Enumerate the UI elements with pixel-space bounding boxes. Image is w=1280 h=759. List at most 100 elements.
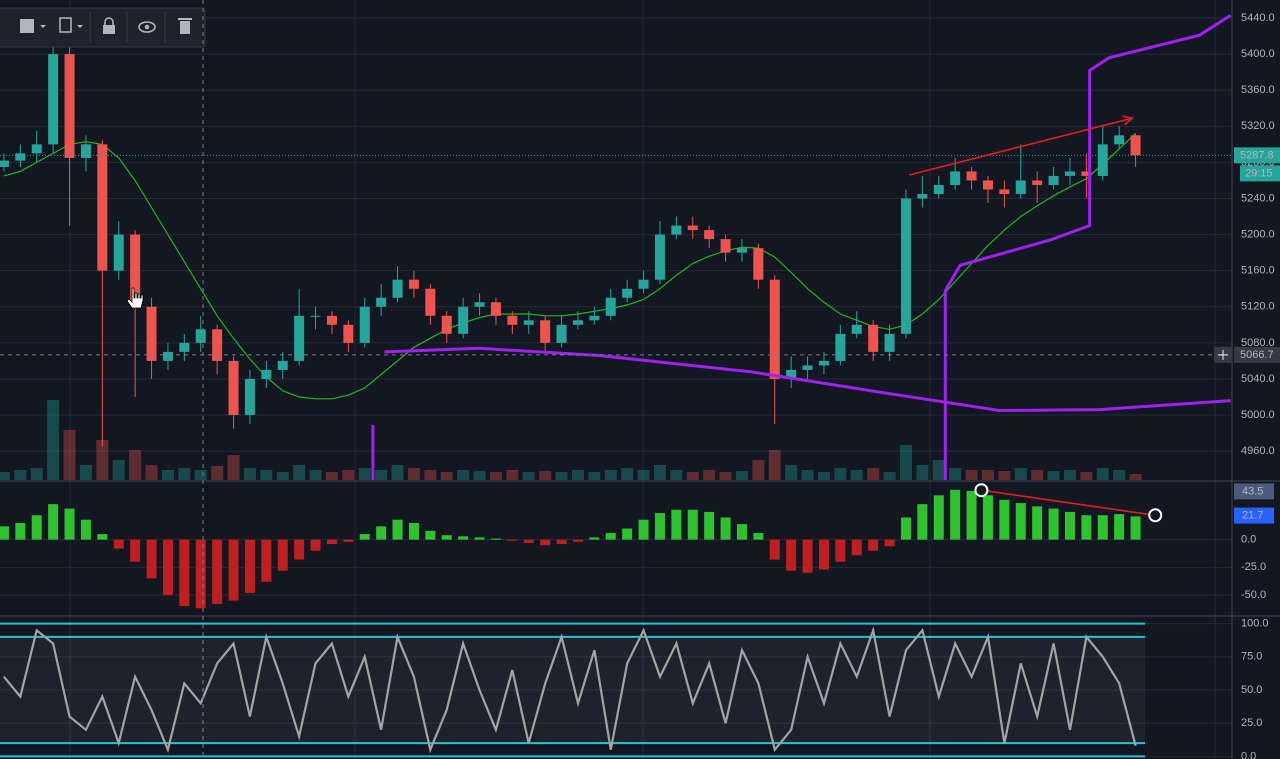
lock-icon[interactable]: [103, 25, 115, 34]
clone-icon[interactable]: [59, 17, 72, 33]
candle-body: [48, 54, 59, 145]
candle-body: [900, 198, 911, 334]
histogram-bar: [671, 509, 682, 540]
volume-bar: [539, 471, 552, 480]
candle-body: [835, 333, 846, 361]
line-handle: [974, 483, 989, 498]
candle-body: [556, 324, 567, 343]
volume-bar: [309, 470, 322, 480]
candle-body: [31, 144, 42, 154]
volume-bar: [1113, 470, 1126, 480]
histogram-bar: [359, 534, 370, 540]
histogram-bar: [1032, 506, 1043, 540]
candle-body: [474, 302, 485, 307]
dropdown[interactable]: [40, 25, 46, 28]
candle-body: [277, 360, 288, 370]
candle-body: [146, 306, 157, 361]
histogram-bar: [244, 539, 255, 593]
histogram-bar: [80, 519, 91, 540]
toolbar[interactable]: [0, 7, 206, 48]
line-handle: [1148, 508, 1163, 523]
volume-bar: [63, 430, 76, 480]
candle-body: [818, 360, 829, 366]
countdown-label: 29:15: [1245, 167, 1273, 179]
histogram-bar: [835, 539, 846, 562]
candle-body: [80, 144, 91, 158]
drawing-line: [384, 346, 1231, 413]
histogram-bar: [162, 539, 173, 596]
candle-body: [753, 248, 764, 280]
histogram-bar: [540, 539, 551, 546]
volume-bar: [161, 470, 174, 480]
histogram-bar: [556, 539, 567, 545]
volume-bar: [325, 472, 338, 480]
pane: [0, 483, 1232, 609]
volume-bar: [801, 470, 814, 480]
histogram-bar: [326, 539, 337, 545]
drawing-line: [909, 117, 1133, 176]
lock-shackle: [104, 17, 114, 25]
crosshair-label: 5066.7: [1240, 349, 1274, 361]
candle-body: [1081, 171, 1092, 176]
candle-body: [1064, 171, 1075, 176]
fill-icon[interactable]: [20, 19, 34, 33]
volume-bar: [735, 471, 748, 480]
volume-bar: [1129, 474, 1142, 480]
volume-bar: [293, 465, 306, 480]
candle-body: [572, 320, 583, 325]
histogram-bar: [1064, 511, 1075, 540]
histogram-bar: [0, 526, 9, 540]
volume-bar: [211, 466, 224, 480]
histogram-bar: [146, 539, 157, 579]
volume-bar: [604, 470, 617, 480]
histogram-bar: [294, 539, 305, 560]
volume-bar: [768, 450, 781, 480]
candle-body: [622, 288, 633, 298]
eye-icon[interactable]: [138, 21, 156, 33]
histogram-bar: [704, 511, 715, 540]
volume-bar: [899, 445, 912, 480]
volume-bar: [932, 460, 945, 480]
histogram-bar: [851, 539, 862, 556]
candle-body: [950, 171, 961, 185]
volume-bar: [30, 468, 43, 480]
histogram-bar: [261, 539, 272, 582]
dropdown[interactable]: [77, 25, 83, 28]
histogram-bar: [277, 539, 288, 571]
candle-body: [851, 324, 862, 334]
y-tick-label: -50.0: [1241, 589, 1266, 601]
histogram-bar: [818, 539, 829, 570]
histogram-bar: [195, 539, 206, 609]
histogram-bar: [1081, 515, 1092, 540]
last-price-badge: [1234, 147, 1280, 164]
candle-body: [310, 315, 321, 317]
histogram-bar: [1114, 514, 1125, 540]
volume-bar: [506, 470, 519, 480]
y-tick-label: 5080.0: [1241, 337, 1275, 349]
volume-bar: [440, 472, 453, 480]
histogram-bar: [310, 539, 321, 551]
histogram-bar: [786, 539, 797, 571]
candle-body: [605, 297, 616, 316]
value-badge-label: 43.5: [1242, 485, 1263, 497]
histogram-bar: [736, 524, 747, 540]
candle-body: [868, 324, 879, 352]
trash-icon[interactable]: [180, 21, 190, 34]
candle-body: [802, 365, 813, 370]
y-tick-label: 75.0: [1241, 651, 1262, 663]
candle-body: [999, 189, 1010, 194]
y-tick-label: 5400.0: [1241, 48, 1275, 60]
volume-bar: [703, 470, 716, 480]
histogram-bar: [950, 489, 961, 540]
volume-bar: [588, 472, 601, 480]
y-tick-label: 0.0: [1241, 534, 1256, 546]
candle-body: [933, 184, 944, 194]
candle-body: [425, 288, 436, 316]
candle-body: [654, 234, 665, 280]
volume-bar: [227, 455, 240, 480]
histogram-bar: [720, 517, 731, 540]
volume-bar: [850, 470, 863, 480]
last-price-label: 5287.8: [1240, 149, 1274, 161]
histogram-bar: [802, 539, 813, 573]
